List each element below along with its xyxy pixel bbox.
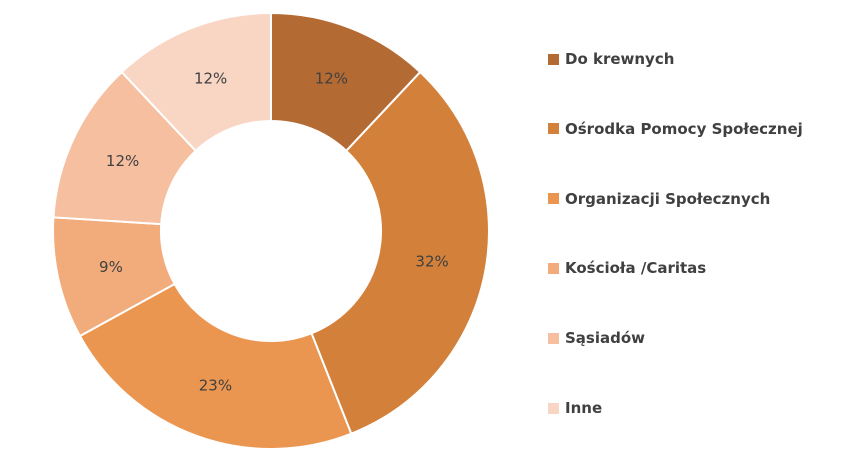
slice-data-label: 9% [99, 258, 123, 276]
legend-label: Ośrodka Pomocy Społecznej [565, 119, 803, 138]
legend-item: Ośrodka Pomocy Społecznej [548, 118, 803, 140]
legend-item: Do krewnych [548, 48, 674, 70]
legend-swatch [548, 402, 559, 414]
donut-slice [120, 11, 272, 153]
legend-swatch [548, 123, 559, 135]
legend-label: Do krewnych [565, 50, 675, 68]
legend-label: Sąsiadów [565, 329, 646, 348]
donut-slice [78, 282, 353, 450]
chart-legend: Do krewnych Ośrodka Pomocy Społecznej Orga… [548, 0, 838, 475]
slice-data-label: 32% [415, 253, 448, 271]
slice-data-label: 12% [106, 152, 139, 170]
slice-data-label: 12% [315, 70, 348, 88]
legend-swatch [548, 262, 559, 274]
legend-item: Organizacji Społecznych [548, 188, 770, 210]
slice-data-label: 23% [199, 376, 232, 394]
legend-item: Inne [548, 397, 602, 419]
legend-swatch [548, 332, 559, 344]
slice-data-label: 12% [194, 70, 227, 88]
donut-slice [310, 70, 490, 435]
legend-item: Kościoła /Caritas [548, 257, 706, 279]
legend-label: Organizacji Społecznych [565, 189, 771, 208]
legend-item: Sąsiadów [548, 327, 645, 349]
legend-swatch [548, 193, 559, 205]
legend-swatch [548, 53, 559, 65]
legend-label: Kościoła /Caritas [565, 259, 707, 278]
legend-label: Inne [565, 399, 603, 417]
